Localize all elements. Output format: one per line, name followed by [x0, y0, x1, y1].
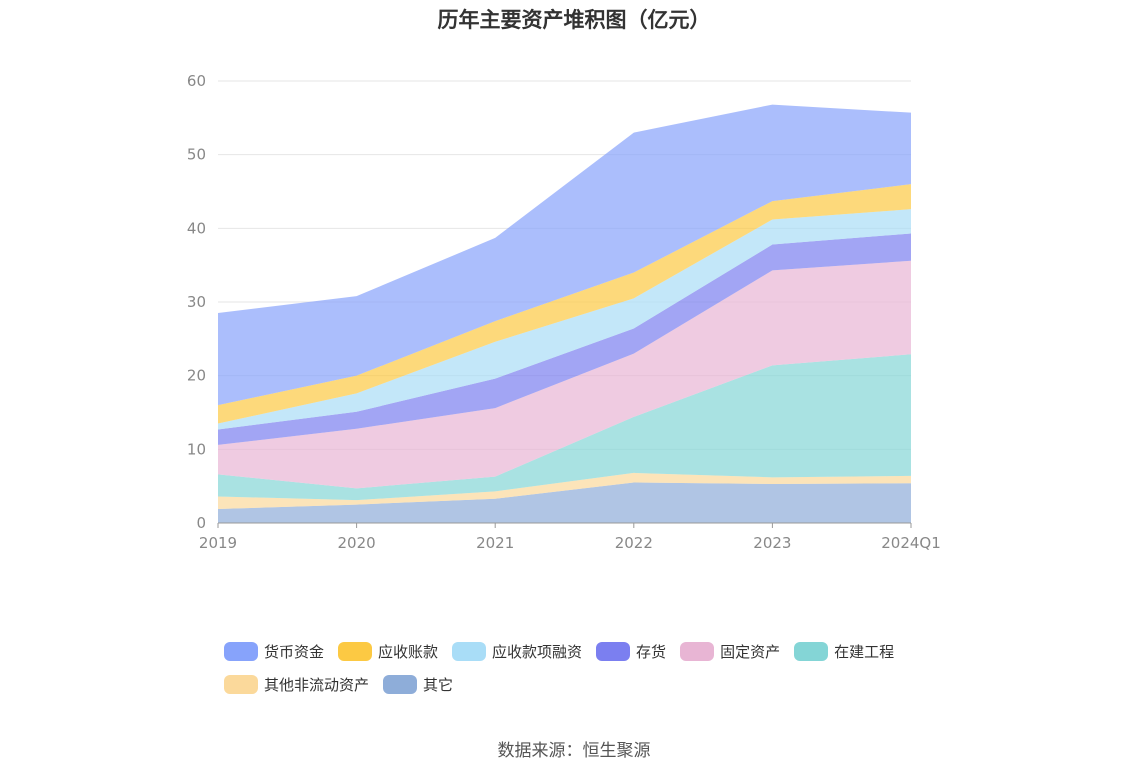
label-layer: 0 10 20 30 40 50 60 2019 2020 2021 2022 2023 2024Q1 [187, 72, 941, 552]
legend-label: 应收款项融资 [492, 642, 583, 661]
area-series-6 [218, 184, 911, 424]
legend-label: 在建工程 [834, 642, 895, 661]
area-series-4 [218, 233, 911, 445]
area-series-0 [218, 482, 911, 523]
y-tick-label: 20 [187, 367, 206, 385]
legend-label: 其它 [423, 675, 454, 694]
legend-label: 存货 [636, 642, 667, 661]
y-tick-label: 40 [187, 219, 206, 237]
legend-item[interactable]: 其它 [383, 674, 453, 695]
chart-legend: 货币资金 应收账款 应收款项融资 存货 固定资产 在建工程其他非流动资产 其它 [224, 638, 944, 704]
axis-layer [217, 522, 912, 528]
area-series-2 [218, 354, 911, 501]
legend-swatch [680, 641, 715, 661]
area-series-1 [218, 472, 911, 510]
legend-row: 货币资金 应收账款 应收款项融资 存货 固定资产 在建工程 [224, 638, 944, 664]
legend-label: 固定资产 [720, 642, 781, 661]
area-series-7 [218, 104, 911, 406]
x-tick-label: 2022 [615, 534, 653, 552]
legend-swatch [224, 641, 258, 661]
y-tick-label: 0 [196, 514, 206, 532]
stacked-area-chart: 0 10 20 30 40 50 60 2019 2020 2021 2022 2023 2024Q1 [187, 72, 941, 552]
legend-item[interactable]: 其他非流动资产 [224, 674, 369, 695]
legend-swatch [596, 641, 631, 661]
area-series-3 [218, 260, 911, 489]
legend-swatch [338, 641, 373, 661]
chart-title: 历年主要资产堆积图（亿元） [437, 8, 711, 32]
y-tick-label: 60 [187, 72, 206, 90]
legend-item[interactable]: 固定资产 [680, 641, 780, 662]
legend-item[interactable]: 货币资金 [224, 641, 324, 662]
x-tick-label: 2019 [199, 534, 237, 552]
legend-swatch [794, 641, 829, 661]
y-tick-label: 10 [187, 440, 206, 458]
area-series-5 [218, 209, 911, 430]
legend-label: 货币资金 [264, 642, 325, 661]
y-tick-label: 30 [187, 293, 206, 311]
legend-row: 其他非流动资产 其它 [224, 671, 944, 697]
legend-item[interactable]: 存货 [596, 641, 666, 662]
data-source-note: 数据来源：恒生聚源 [497, 741, 651, 761]
x-tick-label: 2024Q1 [881, 534, 941, 552]
y-tick-label: 50 [187, 146, 206, 164]
legend-item[interactable]: 在建工程 [794, 641, 894, 662]
legend-item[interactable]: 应收账款 [338, 641, 438, 662]
legend-label: 应收账款 [378, 642, 439, 661]
area-layer [218, 104, 911, 523]
x-tick-label: 2020 [338, 534, 376, 552]
legend-label: 其他非流动资产 [264, 675, 370, 694]
legend-swatch [383, 674, 418, 694]
legend-item[interactable]: 应收款项融资 [452, 641, 582, 662]
x-tick-label: 2021 [476, 534, 514, 552]
x-tick-label: 2023 [753, 534, 791, 552]
legend-swatch [224, 674, 258, 694]
legend-swatch [452, 641, 487, 661]
